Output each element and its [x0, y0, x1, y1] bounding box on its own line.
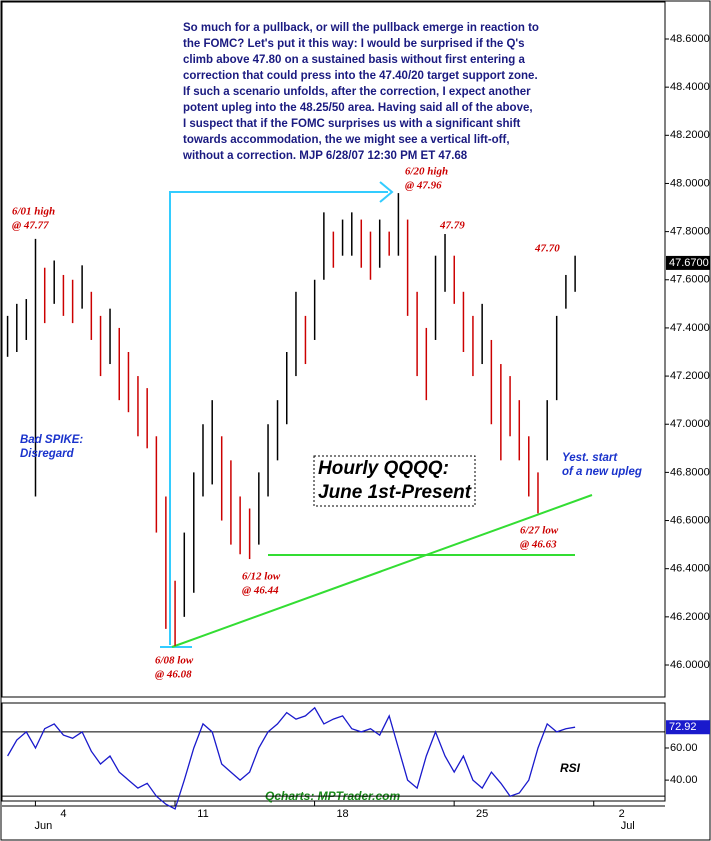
- annotation: 6/27 low: [520, 525, 559, 537]
- annotation: 47.79: [439, 220, 465, 232]
- y-tick-label: 46.4000: [670, 563, 710, 575]
- trendline: [171, 494, 593, 648]
- annotation: @ 46.44: [242, 585, 279, 597]
- x-tick-label: 25: [476, 808, 488, 820]
- rsi-title: RSI: [560, 761, 581, 775]
- annotation: I suspect that if the FOMC surprises us …: [183, 118, 521, 130]
- annotation: Yest. start: [562, 452, 618, 464]
- y-tick-label: 47.0000: [670, 418, 710, 430]
- price-panel: [1, 1, 666, 698]
- last-rsi-box: [666, 720, 710, 735]
- annotation: 6/20 high: [405, 166, 448, 178]
- month-label: Jul: [621, 820, 635, 832]
- rsi-line: [7, 706, 576, 810]
- y-tick-label: 46.8000: [670, 466, 710, 478]
- annotation: 6/01 high: [12, 206, 55, 218]
- y-tick-label: 46.6000: [670, 514, 710, 526]
- arrow-head: [379, 181, 394, 203]
- y-tick-label: 48.6000: [670, 33, 710, 45]
- last-price-box: [666, 255, 710, 270]
- annotation: the FOMC? Let's put it this way: I would…: [183, 38, 525, 50]
- last-price-label: 47.6700: [669, 257, 709, 269]
- annotation: Bad SPIKE:: [20, 434, 83, 446]
- title-box: [313, 455, 476, 507]
- annotation: potent upleg into the 48.25/50 area. Hav…: [183, 102, 533, 114]
- cyan-arrow: [169, 191, 388, 645]
- annotation: climb above 47.80 on a sustained basis w…: [183, 54, 525, 66]
- annotation: 47.70: [534, 243, 560, 255]
- annotation: towards accommodation, the we might see …: [183, 134, 510, 146]
- annotation: Hourly QQQQ:: [318, 458, 449, 479]
- annotation: If such a scenario unfolds, after the co…: [183, 86, 531, 98]
- y-tick-label: 47.4000: [670, 322, 710, 334]
- annotation: June 1st-Present: [318, 482, 472, 503]
- annotation: @ 47.96: [405, 180, 442, 192]
- annotation: @ 46.63: [520, 539, 557, 551]
- annotation: of a new upleg: [562, 466, 642, 478]
- annotation: @ 46.08: [155, 669, 192, 681]
- annotation: So much for a pullback, or will the pull…: [183, 22, 539, 34]
- y-tick-label: 47.2000: [670, 370, 710, 382]
- y-tick-label: 47.6000: [670, 274, 710, 286]
- annotation: Disregard: [20, 448, 75, 460]
- y-tick-label: 60.00: [670, 742, 698, 754]
- annotation: correction that could press into the 47.…: [183, 70, 538, 82]
- x-tick-label: 2: [619, 808, 625, 820]
- y-tick-label: 48.0000: [670, 177, 710, 189]
- annotation: without a correction. MJP 6/28/07 12:30 …: [182, 150, 468, 162]
- annotation: 6/08 low: [155, 655, 194, 667]
- x-tick-label: 11: [197, 808, 208, 820]
- y-tick-label: 47.8000: [670, 226, 710, 238]
- y-tick-label: 40.00: [670, 774, 698, 786]
- month-label: Jun: [35, 820, 53, 832]
- annotation: 6/12 low: [242, 571, 281, 583]
- y-tick-label: 46.0000: [670, 659, 710, 671]
- last-rsi-label: 72.92: [669, 721, 697, 733]
- rsi-panel: [1, 702, 666, 802]
- y-tick-label: 48.4000: [670, 81, 710, 93]
- x-tick-label: 4: [60, 808, 66, 820]
- y-tick-label: 46.2000: [670, 611, 710, 623]
- y-tick-label: 48.2000: [670, 129, 710, 141]
- x-tick-label: 18: [336, 808, 348, 820]
- annotation: @ 47.77: [12, 220, 49, 232]
